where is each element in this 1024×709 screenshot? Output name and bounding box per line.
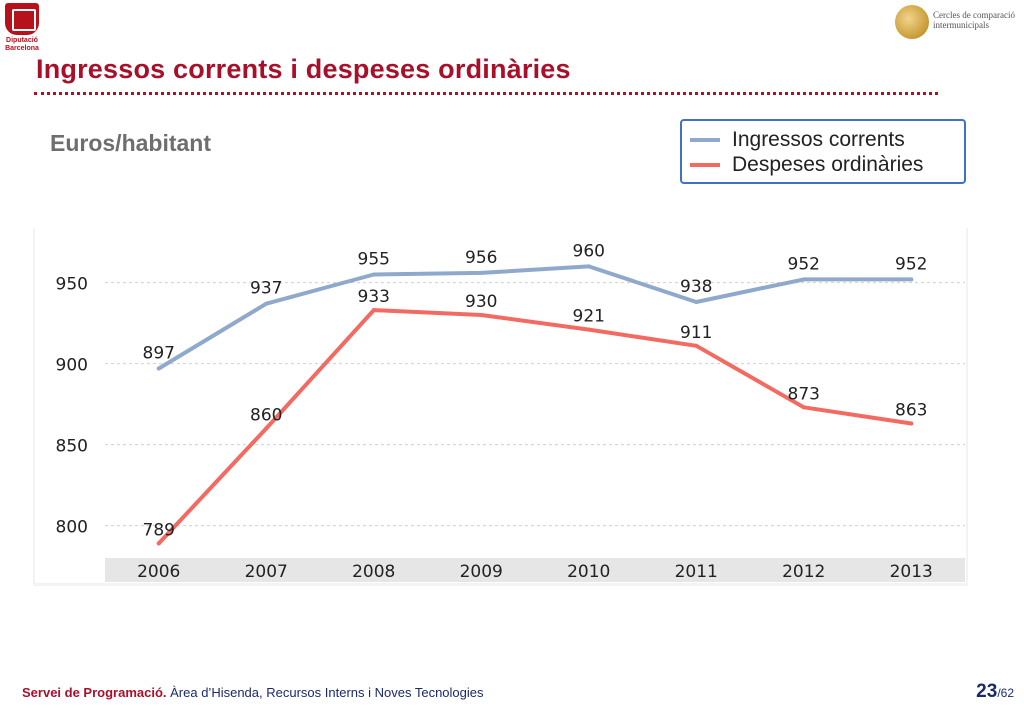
data-label-despeses: 873 [788, 384, 820, 404]
data-point-ingressos [156, 366, 161, 371]
data-point-despeses [694, 343, 699, 348]
series-line-despeses [156, 308, 914, 546]
legend-item-ingressos: Ingressos corrents [690, 127, 905, 153]
title-divider [34, 92, 938, 95]
diputacio-logo: Diputació Barcelona [3, 3, 41, 53]
data-label-despeses: 911 [680, 323, 712, 343]
data-point-despeses [479, 313, 484, 317]
legend-item-despeses: Despeses ordinàries [690, 152, 923, 178]
x-tick-label: 2013 [890, 562, 933, 582]
page-title: Ingressos corrents i despeses ordinàries [36, 54, 571, 84]
data-label-despeses: 930 [465, 292, 497, 312]
chart-legend: Ingressos corrents Despeses ordinàries [680, 119, 966, 184]
line-chart: 800 850 900 950 2006 2007 2008 2009 2010 2011 2012… [33, 228, 968, 586]
data-label-ingressos: 897 [143, 343, 175, 363]
x-tick-label: 2010 [567, 562, 610, 582]
x-tick-label: 2011 [675, 562, 718, 582]
x-tick-label: 2007 [245, 562, 288, 582]
cercles-logo: Cercles de comparació intermunicipals [893, 4, 1023, 42]
data-point-despeses [801, 405, 806, 410]
data-label-ingressos: 956 [465, 248, 497, 268]
data-point-ingressos [264, 301, 269, 306]
cercles-map-icon [895, 5, 929, 39]
data-label-despeses: 921 [573, 307, 605, 327]
footer-department: Servei de Programació. [22, 685, 167, 700]
data-point-ingressos [694, 300, 699, 305]
data-point-ingressos [479, 270, 484, 275]
data-point-ingressos [801, 277, 806, 282]
legend-swatch-despeses [690, 163, 720, 167]
x-axis-band [105, 558, 965, 582]
data-label-despeses: 860 [250, 405, 282, 425]
chart-background [35, 228, 966, 583]
data-point-ingressos [586, 264, 591, 269]
y-tick-label: 800 [56, 518, 88, 538]
data-point-despeses [264, 426, 269, 431]
x-tick-label: 2012 [782, 562, 825, 582]
chart-units-label: Euros/habitant [50, 130, 212, 156]
diputacio-shield-icon [5, 3, 39, 35]
page-number: 23/62 [976, 681, 1014, 703]
y-tick-label: 850 [56, 437, 88, 457]
data-label-ingressos: 937 [250, 279, 282, 299]
data-point-despeses [156, 541, 161, 546]
x-tick-label: 2006 [137, 562, 180, 582]
diputacio-logo-text: Diputació Barcelona [5, 37, 39, 52]
data-point-despeses [371, 308, 376, 313]
footer-text: Servei de Programació. Àrea d’Hisenda, R… [22, 685, 484, 700]
data-point-ingressos [371, 272, 376, 277]
cercles-logo-line-1: Cercles de comparació [933, 10, 1015, 20]
line-chart-svg: 800 850 900 950 2006 2007 2008 2009 2010 2011 2012… [33, 228, 968, 586]
data-point-despeses [909, 421, 914, 426]
data-label-despeses: 933 [358, 287, 390, 307]
legend-label-despeses: Despeses ordinàries [732, 153, 924, 176]
cercles-logo-line-2: intermunicipals [933, 20, 989, 30]
cercles-logo-text: Cercles de comparació intermunicipals [933, 10, 1015, 30]
legend-swatch-ingressos [690, 138, 720, 142]
data-label-ingressos: 955 [358, 250, 390, 270]
data-point-despeses [586, 327, 591, 332]
x-tick-label: 2008 [352, 562, 395, 582]
x-tick-label: 2009 [460, 562, 503, 582]
page-current: 23 [976, 681, 998, 702]
series-line-ingressos [156, 264, 914, 371]
data-label-despeses: 789 [143, 520, 175, 540]
page-total: /62 [997, 686, 1014, 700]
data-label-despeses: 863 [895, 401, 927, 421]
footer-area: Àrea d’Hisenda, Recursos Interns i Noves… [166, 685, 484, 700]
data-label-ingressos: 938 [680, 277, 712, 297]
legend-label-ingressos: Ingressos corrents [732, 128, 905, 151]
y-tick-label: 900 [56, 356, 88, 376]
data-label-ingressos: 952 [788, 254, 820, 274]
data-label-ingressos: 960 [573, 241, 605, 261]
data-point-ingressos [909, 277, 914, 282]
data-label-ingressos: 952 [895, 254, 927, 274]
y-tick-label: 950 [56, 275, 88, 295]
